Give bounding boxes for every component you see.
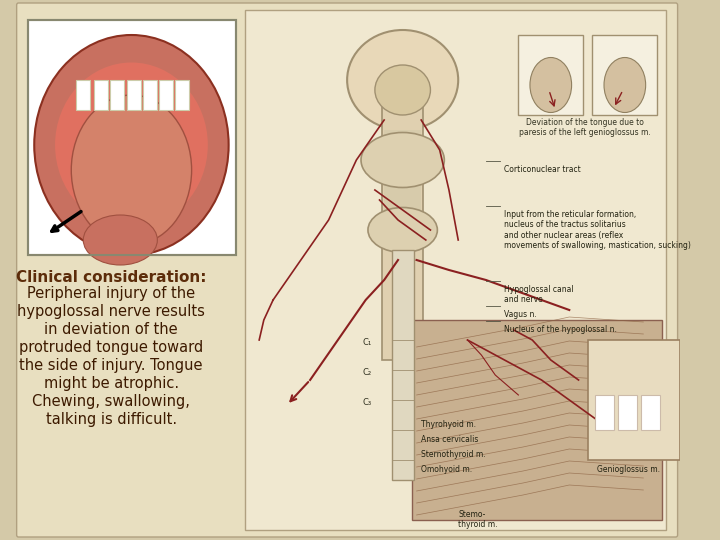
Bar (595, 395, 613, 430)
Text: Stemo-
thyroid m.: Stemo- thyroid m. (458, 510, 498, 529)
Text: Nucleus of the hypoglossal n.: Nucleus of the hypoglossal n. (505, 325, 617, 334)
Text: might be atrophic.: might be atrophic. (43, 376, 179, 391)
Text: Hypoglossal canal
and nerve: Hypoglossal canal and nerve (505, 285, 574, 305)
Text: C₂: C₂ (363, 368, 372, 377)
Text: Sternothyroid m.: Sternothyroid m. (421, 450, 486, 459)
Bar (618, 395, 637, 430)
Bar (127, 80, 140, 110)
Text: Genioglossus m.: Genioglossus m. (597, 465, 660, 474)
Bar (175, 80, 189, 110)
Text: protruded tongue toward: protruded tongue toward (19, 340, 203, 355)
Ellipse shape (604, 57, 646, 112)
Bar (588, 340, 680, 460)
Text: Thyrohyoid m.: Thyrohyoid m. (421, 420, 476, 429)
Ellipse shape (71, 95, 192, 245)
Text: Chewing, swallowing,: Chewing, swallowing, (32, 394, 190, 409)
Bar (28, 20, 236, 255)
Ellipse shape (361, 132, 444, 187)
Text: Vagus n.: Vagus n. (505, 310, 537, 319)
Ellipse shape (35, 35, 229, 255)
Text: Peripheral injury of the: Peripheral injury of the (27, 286, 195, 301)
Bar (159, 80, 173, 110)
Ellipse shape (347, 30, 458, 130)
Text: Omohyoid m.: Omohyoid m. (421, 465, 472, 474)
Text: Ansa cervicalis: Ansa cervicalis (421, 435, 479, 444)
Bar (392, 250, 414, 480)
Bar (412, 320, 662, 520)
Text: Clinical consideration:: Clinical consideration: (16, 270, 207, 285)
Text: C₃: C₃ (363, 398, 372, 407)
Ellipse shape (368, 207, 437, 253)
FancyBboxPatch shape (17, 3, 678, 537)
Bar (246, 10, 667, 530)
Text: hypoglossal nerve results: hypoglossal nerve results (17, 304, 205, 319)
Bar (28, 20, 236, 255)
Bar (518, 35, 583, 115)
Text: in deviation of the: in deviation of the (44, 322, 178, 337)
Text: Input from the reticular formation,
nucleus of the tractus solitarius
and other : Input from the reticular formation, nucl… (505, 210, 691, 250)
Bar (593, 35, 657, 115)
Bar (642, 395, 660, 430)
Bar (94, 80, 108, 110)
Bar (384, 130, 421, 250)
Bar (110, 80, 124, 110)
Ellipse shape (530, 57, 572, 112)
Bar (382, 90, 423, 360)
Text: the side of injury. Tongue: the side of injury. Tongue (19, 358, 203, 373)
Text: Deviation of the tongue due to
paresis of the left genioglossus m.: Deviation of the tongue due to paresis o… (519, 118, 651, 137)
Bar (76, 80, 90, 110)
Ellipse shape (84, 215, 158, 265)
Text: C₁: C₁ (363, 338, 372, 347)
Ellipse shape (375, 65, 431, 115)
Bar (143, 80, 158, 110)
Text: Corticonuclear tract: Corticonuclear tract (505, 165, 581, 174)
Text: talking is difficult.: talking is difficult. (45, 412, 176, 427)
Ellipse shape (55, 63, 208, 227)
